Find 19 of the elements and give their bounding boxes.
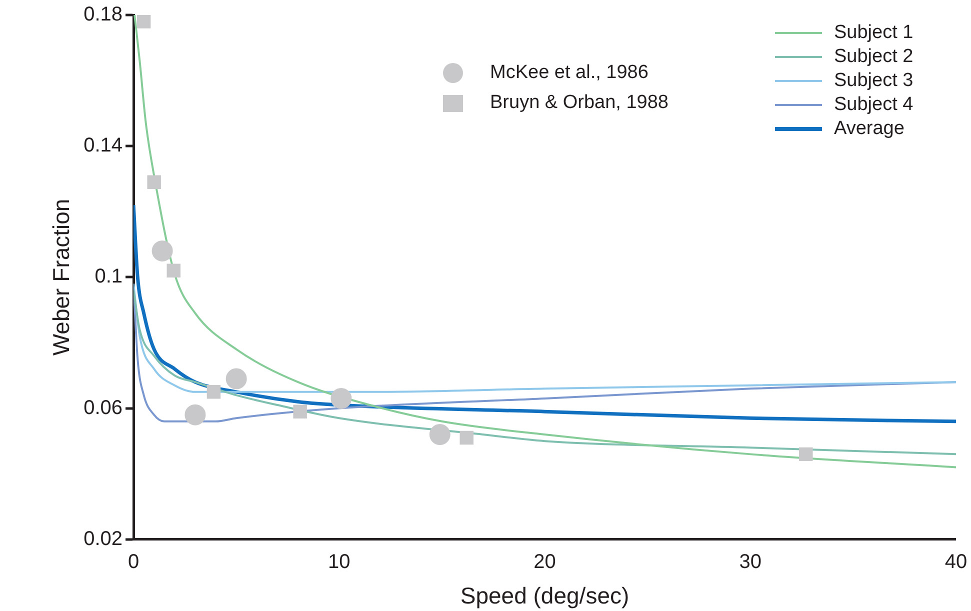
x-tick-label: 20	[534, 550, 556, 573]
x-tick-label: 40	[944, 550, 968, 573]
legend-label: Subject 3	[834, 70, 914, 92]
y-tick-label: 0.02	[84, 528, 123, 550]
y-tick-label: 0.1	[94, 266, 123, 288]
legend-label: Subject 4	[834, 94, 914, 116]
legend-label: Average	[834, 118, 904, 140]
y-axis-title: Weber Fraction	[48, 198, 74, 356]
legend-label: Subject 2	[834, 46, 914, 68]
x-tick-label: 30	[739, 550, 762, 573]
y-tick-label: 0.18	[84, 4, 123, 26]
legend-label: Bruyn & Orban, 1988	[490, 92, 668, 114]
legend-label: McKee et al., 1986	[490, 62, 648, 84]
legend-label: Subject 1	[834, 22, 914, 44]
y-tick-label: 0.06	[84, 396, 123, 419]
y-tick-label: 0.14	[84, 134, 123, 157]
x-tick-label: 10	[328, 550, 350, 573]
x-axis-title: Speed (deg/sec)	[460, 582, 630, 609]
x-tick-label: 0	[128, 550, 140, 573]
